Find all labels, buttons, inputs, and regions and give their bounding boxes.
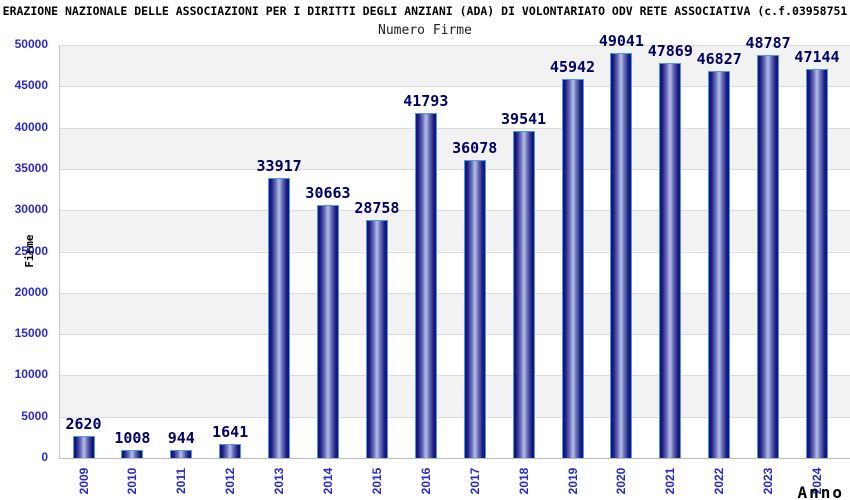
y-tick-label: 50000 [14, 37, 48, 51]
y-tick-label: 30000 [14, 202, 48, 217]
bar-value-label: 47144 [794, 48, 840, 66]
bar-value-label: 49041 [598, 32, 644, 50]
y-tick-label: 45000 [14, 78, 48, 93]
x-tick-label: 2018 [516, 467, 531, 495]
x-tick-label: 2022 [712, 467, 727, 495]
bar-2012 [219, 444, 242, 458]
bar-value-label: 45942 [549, 58, 596, 76]
bar-2024 [806, 69, 828, 458]
x-tick-label: 2016 [418, 467, 433, 495]
y-tick-label: 20000 [14, 284, 48, 299]
x-tick-label: 2010 [125, 467, 140, 495]
x-tick-label: 2019 [565, 467, 580, 495]
bar-2009 [72, 436, 95, 458]
plot-band [59, 210, 850, 252]
bar-value-label: 1008 [114, 429, 151, 447]
bar-2022 [708, 71, 731, 458]
bar-value-label: 1641 [212, 423, 249, 441]
plot-band [59, 334, 850, 376]
bar-value-label: 47869 [647, 42, 693, 60]
bar-2019 [561, 79, 584, 458]
plot-area: 2620 1008 944 1641 33917 30663 28758 41793 36078… [59, 32, 850, 458]
bar-value-label: 36078 [452, 139, 498, 157]
y-axis-title: Firme [23, 234, 36, 268]
x-tick-label: 2014 [321, 467, 335, 495]
plot-band [59, 251, 850, 293]
bar-2023 [757, 55, 780, 458]
bar-2021 [659, 63, 682, 458]
bar-value-label: 48787 [745, 34, 791, 52]
x-axis-line [59, 458, 850, 459]
chart-subtitle: Numero Firme [378, 23, 472, 38]
bar-2017 [463, 160, 486, 458]
x-tick-label: 2011 [174, 467, 189, 495]
x-tick-label: 2017 [467, 467, 482, 495]
plot-band [59, 375, 850, 417]
bar-value-label: 30663 [305, 184, 351, 202]
bar-value-label: 41793 [403, 92, 449, 110]
bar-2018 [512, 131, 535, 458]
y-axis-line [59, 45, 60, 458]
bar-value-label: 33917 [256, 157, 302, 175]
y-tick-label: 5000 [21, 408, 48, 423]
x-tick-label: 2023 [761, 467, 776, 495]
plot-band [59, 292, 850, 335]
y-tick-label: 0 [41, 450, 48, 464]
bar-value-label: 944 [167, 429, 195, 447]
bar-2016 [414, 113, 437, 458]
x-tick-label: 2009 [76, 467, 91, 495]
bar-value-label: 2620 [65, 415, 102, 433]
bar-2013 [268, 178, 291, 458]
bar-2011 [170, 450, 193, 458]
bar-value-label: 46827 [696, 50, 742, 68]
y-tick-label: 10000 [14, 367, 48, 382]
x-axis-title: Anno [797, 483, 844, 500]
y-tick-label: 25000 [14, 243, 48, 258]
bar-2020 [610, 53, 633, 458]
x-tick-label: 2020 [614, 467, 629, 495]
bar-value-label: 39541 [501, 110, 547, 128]
x-tick-label: 2012 [223, 467, 238, 495]
chart-title: ERAZIONE NAZIONALE DELLE ASSOCIAZIONI PE… [2, 4, 848, 18]
plot-band [59, 168, 850, 211]
bar-2014 [317, 205, 339, 458]
y-tick-label: 40000 [14, 119, 48, 134]
y-tick-label: 35000 [14, 160, 48, 175]
y-tick-label: 15000 [14, 326, 48, 341]
x-tick-label: 2013 [272, 467, 287, 495]
bar-2010 [121, 450, 144, 458]
plot-band [59, 45, 850, 87]
bar-value-label: 28758 [354, 199, 400, 217]
x-tick-label: 2015 [369, 467, 384, 495]
bar-2015 [365, 220, 388, 458]
x-tick-label: 2021 [663, 467, 678, 495]
